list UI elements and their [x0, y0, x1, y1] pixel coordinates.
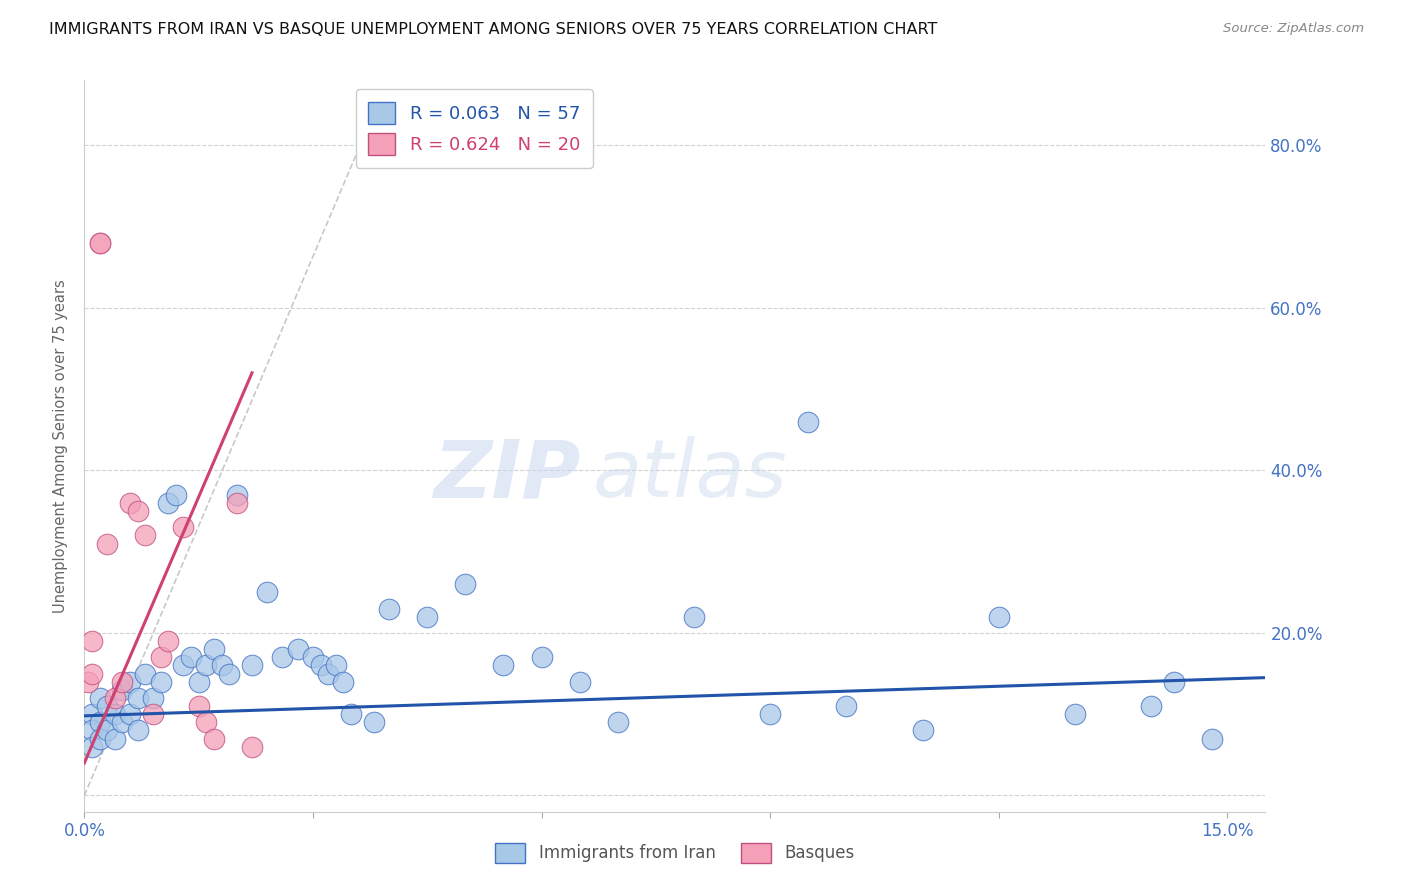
Point [157, 634, 180, 648]
Text: atlas: atlas [592, 436, 787, 515]
Point [225, 496, 247, 510]
Point [80, 666, 103, 681]
Point [1140, 699, 1163, 714]
Point [149, 674, 172, 689]
Point [1064, 707, 1087, 722]
Point [89, 235, 111, 250]
Point [316, 666, 339, 681]
Point [127, 723, 149, 738]
Point [96, 723, 118, 738]
Point [606, 715, 628, 730]
Point [120, 674, 142, 689]
Point [111, 674, 134, 689]
Point [89, 731, 111, 746]
Point [302, 650, 325, 665]
Point [225, 488, 247, 502]
Point [96, 536, 118, 550]
Point [89, 690, 111, 705]
Text: IMMIGRANTS FROM IRAN VS BASQUE UNEMPLOYMENT AMONG SENIORS OVER 75 YEARS CORRELAT: IMMIGRANTS FROM IRAN VS BASQUE UNEMPLOYM… [49, 22, 938, 37]
Point [127, 504, 149, 518]
Point [416, 609, 439, 624]
Point [172, 658, 194, 673]
Point [454, 577, 477, 591]
Point [111, 715, 134, 730]
Point [218, 666, 240, 681]
Point [195, 715, 218, 730]
Point [240, 739, 263, 754]
Point [256, 585, 278, 599]
Point [492, 658, 515, 673]
Point [157, 496, 180, 510]
Point [180, 650, 202, 665]
Point [172, 520, 194, 534]
Point [111, 682, 134, 697]
Point [325, 658, 347, 673]
Point [683, 609, 706, 624]
Point [202, 731, 225, 746]
Point [104, 690, 127, 705]
Text: Source: ZipAtlas.com: Source: ZipAtlas.com [1223, 22, 1364, 36]
Point [378, 601, 401, 615]
Y-axis label: Unemployment Among Seniors over 75 years: Unemployment Among Seniors over 75 years [53, 279, 69, 613]
Point [240, 658, 263, 673]
Point [309, 658, 332, 673]
Point [287, 642, 309, 657]
Point [202, 642, 225, 657]
Point [211, 658, 233, 673]
Point [1163, 674, 1185, 689]
Point [80, 634, 103, 648]
Point [80, 739, 103, 754]
Point [797, 415, 820, 429]
Point [835, 699, 858, 714]
Point [134, 528, 156, 542]
Point [187, 674, 209, 689]
Point [149, 650, 172, 665]
Point [142, 707, 165, 722]
Point [104, 731, 127, 746]
Point [271, 650, 294, 665]
Point [987, 609, 1010, 624]
Point [89, 715, 111, 730]
Point [120, 707, 142, 722]
Legend: Immigrants from Iran, Basques: Immigrants from Iran, Basques [489, 837, 860, 869]
Point [187, 699, 209, 714]
Point [363, 715, 385, 730]
Point [96, 699, 118, 714]
Point [530, 650, 553, 665]
Point [165, 488, 187, 502]
Point [80, 707, 103, 722]
Point [77, 674, 100, 689]
Point [332, 674, 354, 689]
Point [340, 707, 363, 722]
Point [568, 674, 591, 689]
Point [195, 658, 218, 673]
Point [89, 235, 111, 250]
Point [142, 690, 165, 705]
Point [127, 690, 149, 705]
Point [759, 707, 782, 722]
Text: ZIP: ZIP [433, 436, 581, 515]
Point [120, 496, 142, 510]
Point [1201, 731, 1223, 746]
Point [911, 723, 934, 738]
Point [80, 723, 103, 738]
Point [104, 707, 127, 722]
Point [134, 666, 156, 681]
